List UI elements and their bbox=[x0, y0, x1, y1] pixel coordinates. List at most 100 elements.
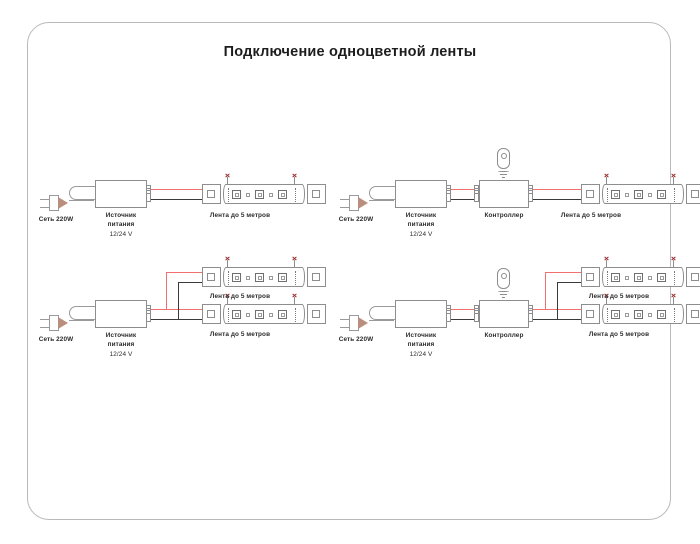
strip-end-cap bbox=[686, 304, 700, 324]
label-power-supply: Источник питания bbox=[405, 332, 437, 348]
mains-cable bbox=[369, 306, 395, 320]
label-power-supply: Источник питания bbox=[105, 212, 137, 228]
plug-pin bbox=[340, 327, 350, 328]
power-plug-icon bbox=[38, 312, 72, 334]
mains-cable bbox=[69, 306, 95, 320]
power-plug-icon bbox=[338, 312, 372, 334]
strip-end-cap bbox=[307, 267, 326, 287]
positive-wire bbox=[151, 189, 202, 190]
mains-cable-top bbox=[388, 186, 400, 187]
label-power-supply: Источник питания bbox=[405, 212, 437, 228]
strip-segment bbox=[223, 304, 305, 324]
controller-input-terminal bbox=[474, 305, 479, 322]
cut-mark-icon bbox=[224, 293, 231, 304]
cut-mark-icon bbox=[603, 293, 610, 304]
controller-output-terminal bbox=[528, 305, 533, 322]
diagram-single-strip-direct: Сеть 220W Источник питания 12/24 V Лента… bbox=[38, 173, 328, 248]
strip-start-cap bbox=[581, 184, 600, 204]
led-chip bbox=[278, 190, 287, 199]
negative-wire bbox=[151, 319, 202, 320]
resistor bbox=[648, 276, 652, 280]
label-controller: Контроллер bbox=[484, 332, 524, 339]
plug-nose bbox=[358, 196, 368, 209]
led-chip bbox=[278, 310, 287, 319]
cut-mark-icon bbox=[603, 173, 610, 184]
negative-branch-wire bbox=[178, 282, 179, 320]
cut-mark-icon bbox=[670, 293, 677, 304]
cut-mark-icon bbox=[291, 293, 298, 304]
remote-control-icon bbox=[497, 268, 510, 289]
mains-cable-bottom bbox=[69, 320, 94, 321]
power-plug-icon bbox=[38, 192, 72, 214]
resistor bbox=[625, 276, 629, 280]
plug-pin bbox=[340, 319, 350, 320]
remote-button bbox=[500, 153, 507, 159]
led-chip bbox=[634, 190, 643, 199]
led-strip bbox=[202, 256, 328, 287]
cut-mark-icon bbox=[603, 256, 610, 267]
plug-pin bbox=[40, 207, 50, 208]
strip-start-cap bbox=[202, 304, 221, 324]
resistor bbox=[648, 193, 652, 197]
label-led-strip: Лента до 5 метров bbox=[209, 293, 271, 300]
led-chip bbox=[657, 190, 666, 199]
cut-mark-icon bbox=[291, 173, 298, 184]
diagram-dual-strip-direct: Сеть 220W Источник питания 12/24 V Лента… bbox=[38, 256, 328, 358]
led-strip bbox=[581, 293, 700, 324]
label-controller: Контроллер bbox=[484, 212, 524, 219]
positive-branch-wire bbox=[166, 272, 167, 310]
psu-terminal-block bbox=[446, 305, 451, 322]
led-chip bbox=[634, 310, 643, 319]
positive-branch-wire bbox=[545, 272, 546, 310]
strip-segment bbox=[602, 184, 684, 204]
resistor bbox=[625, 313, 629, 317]
resistor bbox=[269, 313, 273, 317]
psu-terminal-block bbox=[446, 185, 451, 202]
mains-cable bbox=[369, 186, 395, 200]
mains-cable-bottom bbox=[369, 320, 394, 321]
power-supply-box bbox=[95, 300, 147, 328]
label-mains: Сеть 220W bbox=[38, 216, 74, 223]
psu-terminal-block bbox=[146, 305, 151, 322]
resistor bbox=[648, 313, 652, 317]
led-chip bbox=[255, 310, 264, 319]
label-power-supply-voltage: 12/24 V bbox=[409, 351, 433, 358]
led-chip bbox=[611, 273, 620, 282]
ir-signal-icon bbox=[497, 291, 510, 298]
led-strip bbox=[202, 173, 328, 204]
negative-wire bbox=[451, 319, 477, 320]
negative-wire bbox=[151, 199, 202, 200]
label-led-strip: Лента до 5 метров bbox=[588, 293, 650, 300]
plug-pin bbox=[40, 327, 50, 328]
label-power-supply: Источник питания bbox=[105, 332, 137, 348]
led-chip bbox=[278, 273, 287, 282]
strip-start-cap bbox=[581, 304, 600, 324]
strip-segment bbox=[602, 304, 684, 324]
cut-mark-icon bbox=[224, 256, 231, 267]
led-chip bbox=[657, 310, 666, 319]
plug-nose bbox=[58, 316, 68, 329]
cut-mark-icon bbox=[670, 256, 677, 267]
resistor bbox=[246, 313, 250, 317]
cut-mark-icon bbox=[670, 173, 677, 184]
led-chip bbox=[657, 273, 666, 282]
controller-input-terminal bbox=[474, 185, 479, 202]
led-strip bbox=[531, 173, 700, 204]
power-supply-box bbox=[395, 300, 447, 328]
strip-end-cap bbox=[686, 267, 700, 287]
label-power-supply-voltage: 12/24 V bbox=[109, 231, 133, 238]
led-chip bbox=[611, 310, 620, 319]
strip-start-cap bbox=[202, 267, 221, 287]
controller-output-terminal bbox=[528, 185, 533, 202]
positive-wire bbox=[451, 309, 477, 310]
mains-cable-top bbox=[88, 186, 100, 187]
strip-start-cap bbox=[202, 184, 221, 204]
led-strip bbox=[581, 256, 700, 287]
plug-pin bbox=[340, 207, 350, 208]
negative-wire bbox=[533, 199, 581, 200]
resistor bbox=[625, 193, 629, 197]
strip-segment bbox=[223, 184, 305, 204]
positive-wire bbox=[545, 272, 581, 273]
mains-cable-bottom bbox=[369, 200, 394, 201]
remote-control-icon bbox=[497, 148, 510, 169]
